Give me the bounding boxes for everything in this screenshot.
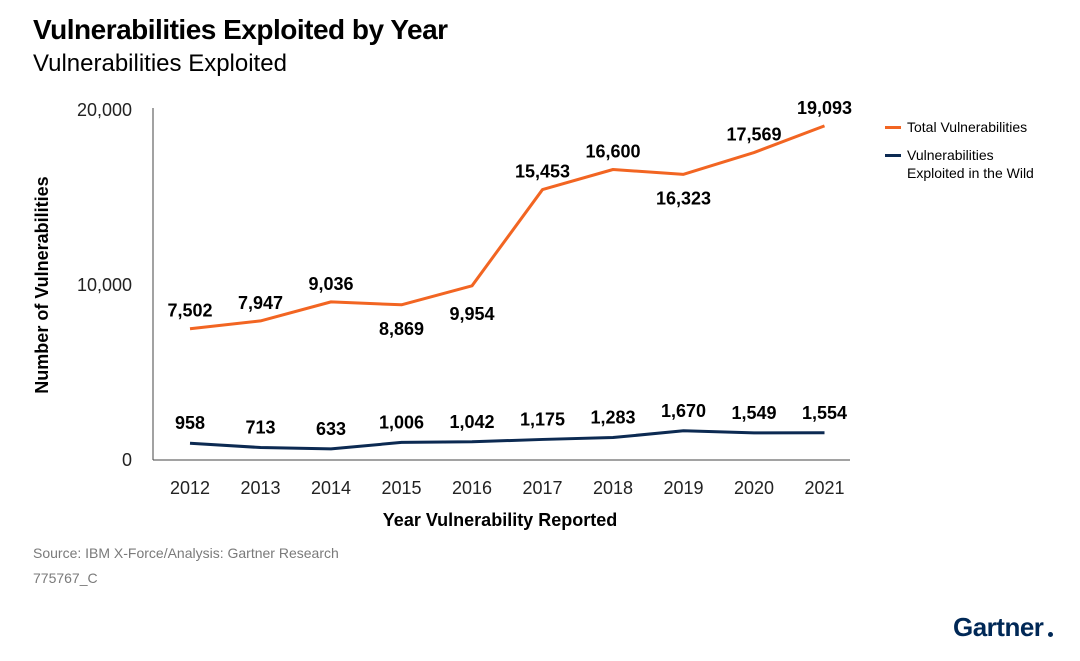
data-label-total: 8,869 (379, 319, 424, 339)
x-tick-label: 2018 (593, 478, 633, 498)
legend-swatch-total (885, 126, 901, 129)
data-label-total: 17,569 (726, 125, 781, 145)
x-tick-label: 2020 (734, 478, 774, 498)
data-label-total: 7,502 (167, 301, 212, 321)
legend-item-exploited: Vulnerabilities Exploited in the Wild (885, 146, 1077, 182)
y-tick-label: 10,000 (77, 275, 132, 295)
data-label-exploited: 958 (175, 413, 205, 433)
data-label-total: 19,093 (797, 98, 852, 118)
legend-swatch-exploited (885, 154, 901, 157)
data-label-exploited: 1,283 (590, 408, 635, 428)
gartner-logo: Gartner (953, 612, 1044, 642)
x-tick-label: 2015 (381, 478, 421, 498)
x-axis-title: Year Vulnerability Reported (383, 510, 617, 530)
data-label-total: 16,323 (656, 188, 711, 208)
legend-item-total: Total Vulnerabilities (885, 118, 1077, 136)
data-label-exploited: 1,042 (449, 412, 494, 432)
data-label-total: 9,954 (449, 304, 494, 324)
x-tick-label: 2012 (170, 478, 210, 498)
legend-label-exploited-line1: Vulnerabilities (907, 147, 994, 163)
series-line-total (189, 124, 826, 331)
x-tick-label: 2014 (311, 478, 351, 498)
legend-label-exploited-line2: Exploited in the Wild (907, 165, 1034, 181)
x-tick-label: 2017 (522, 478, 562, 498)
data-label-total: 7,947 (238, 293, 283, 313)
gartner-logo-dot (1048, 632, 1053, 637)
source-note: Source: IBM X-Force/Analysis: Gartner Re… (33, 545, 339, 561)
figure-code: 775767_C (33, 570, 98, 586)
chart-title: Vulnerabilities Exploited by Year (33, 14, 448, 45)
legend-label-total: Total Vulnerabilities (907, 119, 1028, 135)
x-tick-label: 2021 (804, 478, 844, 498)
chart-legend: Total Vulnerabilities Vulnerabilities Ex… (885, 118, 1077, 192)
series-line-exploited (189, 429, 825, 451)
data-label-exploited: 1,554 (802, 403, 847, 423)
data-label-exploited: 1,175 (520, 409, 565, 429)
x-tick-label: 2016 (452, 478, 492, 498)
y-tick-label: 0 (122, 450, 132, 470)
data-label-exploited: 1,549 (731, 403, 776, 423)
y-axis-title: Number of Vulnerabilities (32, 176, 52, 393)
x-tick-label: 2013 (240, 478, 280, 498)
data-label-exploited: 633 (316, 419, 346, 439)
data-label-total: 15,453 (515, 162, 570, 182)
data-label-exploited: 1,006 (379, 412, 424, 432)
chart-subtitle: Vulnerabilities Exploited (33, 50, 287, 77)
y-tick-label: 20,000 (77, 100, 132, 120)
data-label-exploited: 713 (245, 418, 275, 438)
x-tick-label: 2019 (663, 478, 703, 498)
data-label-total: 16,600 (585, 142, 640, 162)
data-label-total: 9,036 (308, 274, 353, 294)
data-label-exploited: 1,670 (661, 401, 706, 421)
